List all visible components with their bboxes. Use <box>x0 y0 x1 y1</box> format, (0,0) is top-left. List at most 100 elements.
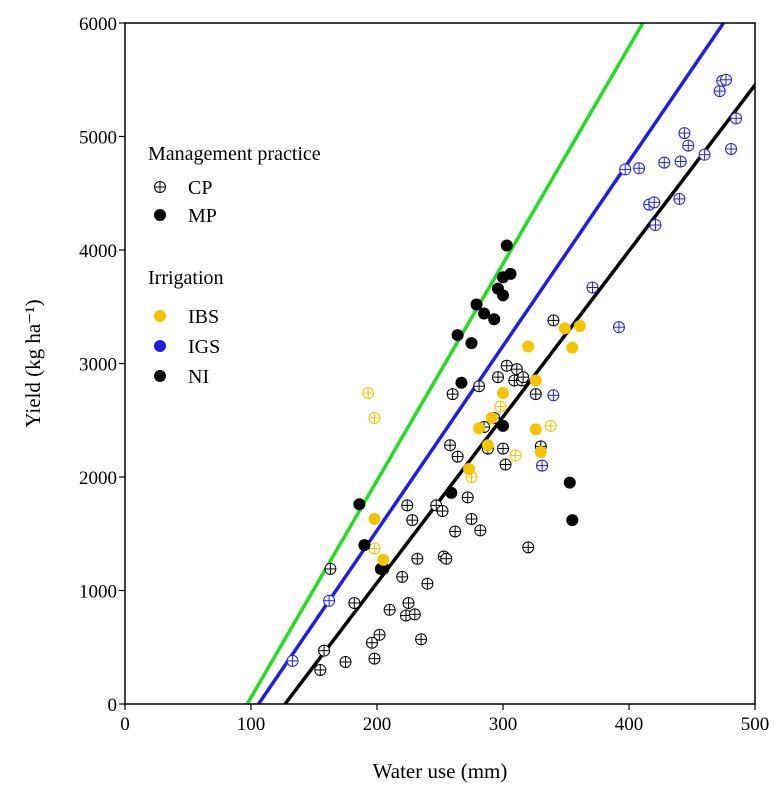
data-point <box>673 192 686 205</box>
y-tick-label: 6000 <box>79 14 117 35</box>
x-tick-label: 100 <box>237 714 266 735</box>
data-point <box>383 603 396 616</box>
data-point <box>481 439 494 452</box>
legend-label: CP <box>188 177 212 199</box>
data-point <box>497 419 509 432</box>
legend-item-mp: MP <box>154 205 217 227</box>
y-tick-label: 3000 <box>79 355 117 376</box>
y-axis-ticks: 0 1000 2000 3000 4000 5000 6000 <box>79 14 125 716</box>
series-mp-ni <box>353 239 579 575</box>
legend-label: IGS <box>188 336 220 358</box>
data-point <box>682 139 695 152</box>
data-point <box>401 499 414 512</box>
series-cp-ibs <box>362 387 557 555</box>
data-point <box>473 380 486 393</box>
data-point <box>445 486 458 499</box>
data-point <box>725 142 738 155</box>
data-point <box>633 162 646 175</box>
regression-line-3 <box>283 82 755 704</box>
data-point <box>499 458 512 471</box>
data-point <box>619 163 632 176</box>
x-tick-label: 400 <box>615 714 644 735</box>
data-point <box>509 449 522 462</box>
data-point <box>451 329 464 342</box>
legend-irrigation-title: Irrigation <box>148 267 224 289</box>
data-point <box>612 321 625 334</box>
regression-lines <box>245 23 755 704</box>
data-point <box>373 628 386 641</box>
data-point <box>500 359 513 372</box>
legend-marker <box>154 370 166 382</box>
data-point <box>474 524 487 537</box>
data-point <box>478 307 491 320</box>
series-mp-ibs <box>368 320 586 566</box>
data-point <box>396 570 409 583</box>
data-point <box>449 525 462 538</box>
data-point <box>408 608 421 621</box>
legend-irrigation-items: IBS IGS NI <box>154 306 220 388</box>
data-point <box>563 476 576 489</box>
data-point <box>698 148 711 161</box>
data-point <box>497 442 509 455</box>
regression-line-1 <box>245 23 645 704</box>
y-tick-label: 2000 <box>79 468 117 489</box>
legend-marker <box>154 209 166 221</box>
data-point <box>517 371 530 384</box>
regression-line-2 <box>257 23 725 704</box>
data-point <box>286 654 299 667</box>
legend-label: MP <box>188 205 217 227</box>
series-cp-ni <box>314 314 560 676</box>
data-points <box>286 73 743 676</box>
x-tick-label: 0 <box>120 714 130 735</box>
data-point <box>415 633 428 646</box>
data-point <box>566 341 579 354</box>
data-point <box>522 340 535 353</box>
legend-item-cp: CP <box>154 177 212 199</box>
data-point <box>368 512 381 525</box>
x-axis-title: Water use (mm) <box>373 759 508 783</box>
data-point <box>547 389 560 402</box>
legend-item-ni: NI <box>154 366 209 388</box>
data-point <box>368 542 381 555</box>
plot-frame <box>124 22 756 705</box>
legend-label: NI <box>188 366 209 388</box>
data-point <box>461 491 474 504</box>
y-tick-label: 1000 <box>79 582 117 603</box>
data-point <box>497 289 509 302</box>
data-point <box>544 419 557 432</box>
data-point <box>451 450 464 463</box>
data-point <box>573 320 586 333</box>
data-point <box>510 363 523 376</box>
legend-marker <box>154 310 166 322</box>
y-axis-title: Yield (kg ha⁻¹) <box>21 299 45 427</box>
data-point <box>566 514 579 527</box>
data-point <box>649 219 662 232</box>
data-point <box>504 267 517 280</box>
data-point <box>368 411 381 424</box>
data-point <box>323 594 336 607</box>
series-cp-igs <box>286 73 743 667</box>
data-point <box>534 446 547 459</box>
x-tick-label: 500 <box>741 714 770 735</box>
data-point <box>465 512 478 525</box>
x-tick-label: 300 <box>489 714 518 735</box>
data-point <box>318 644 331 657</box>
data-point <box>674 155 687 168</box>
data-point <box>462 463 475 476</box>
data-point <box>470 298 483 311</box>
legend-management-title: Management practice <box>148 143 321 165</box>
data-point <box>411 552 424 565</box>
legend-item-ibs: IBS <box>154 306 219 328</box>
x-tick-label: 200 <box>363 714 392 735</box>
data-point <box>348 596 361 609</box>
data-point <box>473 422 486 435</box>
data-point <box>465 337 478 350</box>
data-point <box>586 281 599 294</box>
data-point <box>494 400 507 413</box>
y-tick-label: 4000 <box>79 241 117 262</box>
data-point <box>314 663 327 676</box>
data-point <box>648 196 661 209</box>
x-axis-ticks: 0 100 200 300 400 500 <box>120 704 769 735</box>
data-point <box>440 552 453 565</box>
